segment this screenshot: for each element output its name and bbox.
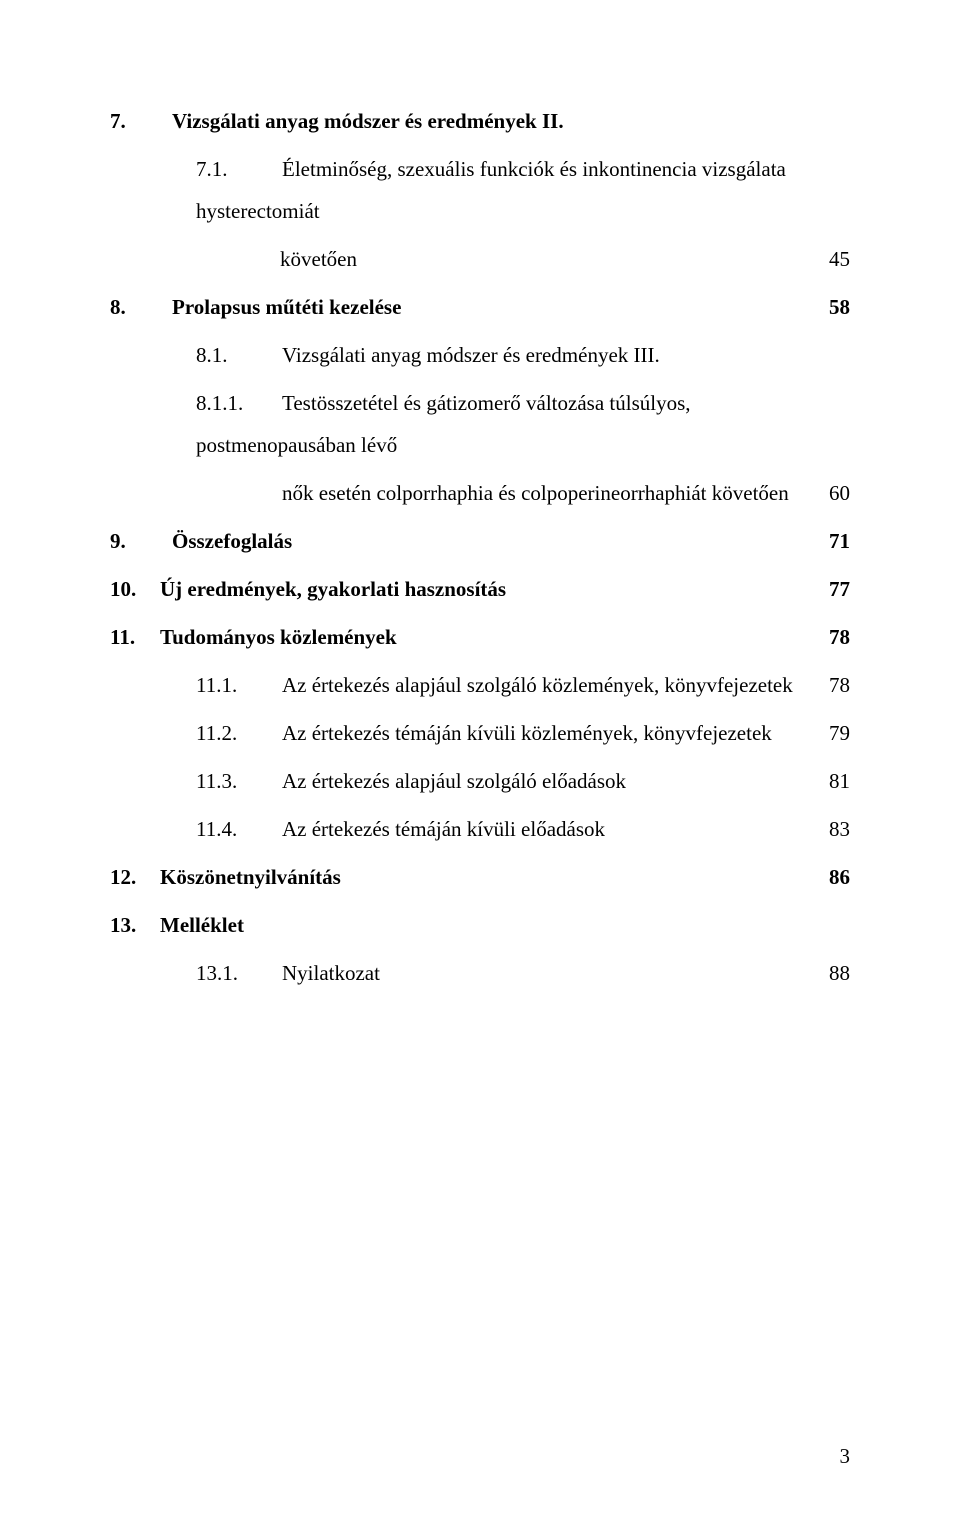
toc-title: Összefoglalás bbox=[172, 529, 292, 553]
toc-label: nők esetén colporrhaphia és colpoperineo… bbox=[110, 472, 814, 514]
toc-entry: 8.Prolapsus műtéti kezelése 58 bbox=[110, 286, 850, 328]
toc-entry: 8.1.1.Testösszetétel és gátizomerő válto… bbox=[110, 382, 850, 466]
toc-entry: 7.1.Életminőség, szexuális funkciók és i… bbox=[110, 148, 850, 232]
toc-label: 13.1.Nyilatkozat bbox=[110, 952, 814, 994]
toc-label: 12.Köszönetnyilvánítás bbox=[110, 856, 814, 898]
toc-label: 8.1.Vizsgálati anyag módszer és eredmény… bbox=[110, 334, 814, 376]
toc-title: Köszönetnyilvánítás bbox=[160, 865, 341, 889]
toc-entry: 7.Vizsgálati anyag módszer és eredmények… bbox=[110, 100, 850, 142]
toc-title: Az értekezés témáján kívüli előadások bbox=[282, 817, 605, 841]
toc-label: követően bbox=[110, 238, 814, 280]
toc-page: 86 bbox=[814, 856, 850, 898]
toc-entry: 11.2.Az értekezés témáján kívüli közlemé… bbox=[110, 712, 850, 754]
toc-page: 45 bbox=[814, 238, 850, 280]
toc-page: 88 bbox=[814, 952, 850, 994]
toc-title-cont: nők esetén colporrhaphia és colpoperineo… bbox=[282, 481, 789, 505]
toc-label: 11.4.Az értekezés témáján kívüli előadás… bbox=[110, 808, 814, 850]
toc-number: 11.4. bbox=[196, 808, 282, 850]
toc-title: Életminőség, szexuális funkciók és inkon… bbox=[196, 157, 786, 223]
toc-entry-continuation: nők esetén colporrhaphia és colpoperineo… bbox=[110, 472, 850, 514]
toc-label: 11.Tudományos közlemények bbox=[110, 616, 814, 658]
toc-label: 8.1.1.Testösszetétel és gátizomerő válto… bbox=[110, 382, 814, 466]
toc-number: 11.3. bbox=[196, 760, 282, 802]
toc-entry: 13.Melléklet bbox=[110, 904, 850, 946]
toc-page: 81 bbox=[814, 760, 850, 802]
toc-number: 7. bbox=[110, 100, 172, 142]
toc-title: Vizsgálati anyag módszer és eredmények I… bbox=[282, 343, 660, 367]
toc-page: 77 bbox=[814, 568, 850, 610]
toc-page: 78 bbox=[814, 664, 850, 706]
toc-title: Új eredmények, gyakorlati hasznosítás bbox=[160, 577, 506, 601]
toc-number: 8.1.1. bbox=[196, 382, 282, 424]
toc-number: 8.1. bbox=[196, 334, 282, 376]
toc-number: 11.2. bbox=[196, 712, 282, 754]
toc-entry: 9.Összefoglalás 71 bbox=[110, 520, 850, 562]
toc-entry: 11.3.Az értekezés alapjául szolgáló előa… bbox=[110, 760, 850, 802]
toc-label: 11.3.Az értekezés alapjául szolgáló előa… bbox=[110, 760, 814, 802]
toc-label: 11.2.Az értekezés témáján kívüli közlemé… bbox=[110, 712, 814, 754]
toc-number: 12. bbox=[110, 856, 160, 898]
toc-number: 11. bbox=[110, 616, 160, 658]
toc-entry: 13.1.Nyilatkozat 88 bbox=[110, 952, 850, 994]
toc-label: 8.Prolapsus műtéti kezelése bbox=[110, 286, 814, 328]
document-page: 7.Vizsgálati anyag módszer és eredmények… bbox=[0, 0, 960, 1532]
page-number: 3 bbox=[840, 1435, 851, 1477]
toc-title: Az értekezés alapjául szolgáló előadások bbox=[282, 769, 626, 793]
toc-page: 71 bbox=[814, 520, 850, 562]
toc-page: 83 bbox=[814, 808, 850, 850]
toc-label: 7.Vizsgálati anyag módszer és eredmények… bbox=[110, 100, 814, 142]
toc-title: Vizsgálati anyag módszer és eredmények I… bbox=[172, 109, 564, 133]
toc-label: 10.Új eredmények, gyakorlati hasznosítás bbox=[110, 568, 814, 610]
toc-title: Tudományos közlemények bbox=[160, 625, 397, 649]
toc-entry: 10.Új eredmények, gyakorlati hasznosítás… bbox=[110, 568, 850, 610]
toc-number: 10. bbox=[110, 568, 160, 610]
toc-title: Nyilatkozat bbox=[282, 961, 380, 985]
toc-number: 11.1. bbox=[196, 664, 282, 706]
toc-entry: 11.Tudományos közlemények 78 bbox=[110, 616, 850, 658]
toc-page: 58 bbox=[814, 286, 850, 328]
toc-page: 79 bbox=[814, 712, 850, 754]
toc-number: 8. bbox=[110, 286, 172, 328]
toc-label: 11.1.Az értekezés alapjául szolgáló közl… bbox=[110, 664, 814, 706]
toc-entry-continuation: követően 45 bbox=[110, 238, 850, 280]
toc-entry: 8.1.Vizsgálati anyag módszer és eredmény… bbox=[110, 334, 850, 376]
toc-title: Az értekezés témáján kívüli közlemények,… bbox=[282, 721, 772, 745]
toc-entry: 11.4.Az értekezés témáján kívüli előadás… bbox=[110, 808, 850, 850]
toc-number: 13.1. bbox=[196, 952, 282, 994]
toc-number: 9. bbox=[110, 520, 172, 562]
toc-title: Melléklet bbox=[160, 913, 244, 937]
toc-entry: 12.Köszönetnyilvánítás 86 bbox=[110, 856, 850, 898]
toc-number: 7.1. bbox=[196, 148, 282, 190]
toc-label: 13.Melléklet bbox=[110, 904, 814, 946]
toc-page: 78 bbox=[814, 616, 850, 658]
toc-number: 13. bbox=[110, 904, 160, 946]
toc-title: Prolapsus műtéti kezelése bbox=[172, 295, 401, 319]
toc-entry: 11.1.Az értekezés alapjául szolgáló közl… bbox=[110, 664, 850, 706]
toc-title-cont: követően bbox=[280, 247, 357, 271]
toc-page: 60 bbox=[814, 472, 850, 514]
toc-title: Az értekezés alapjául szolgáló közlemény… bbox=[282, 673, 793, 697]
toc-label: 7.1.Életminőség, szexuális funkciók és i… bbox=[110, 148, 814, 232]
toc-label: 9.Összefoglalás bbox=[110, 520, 814, 562]
